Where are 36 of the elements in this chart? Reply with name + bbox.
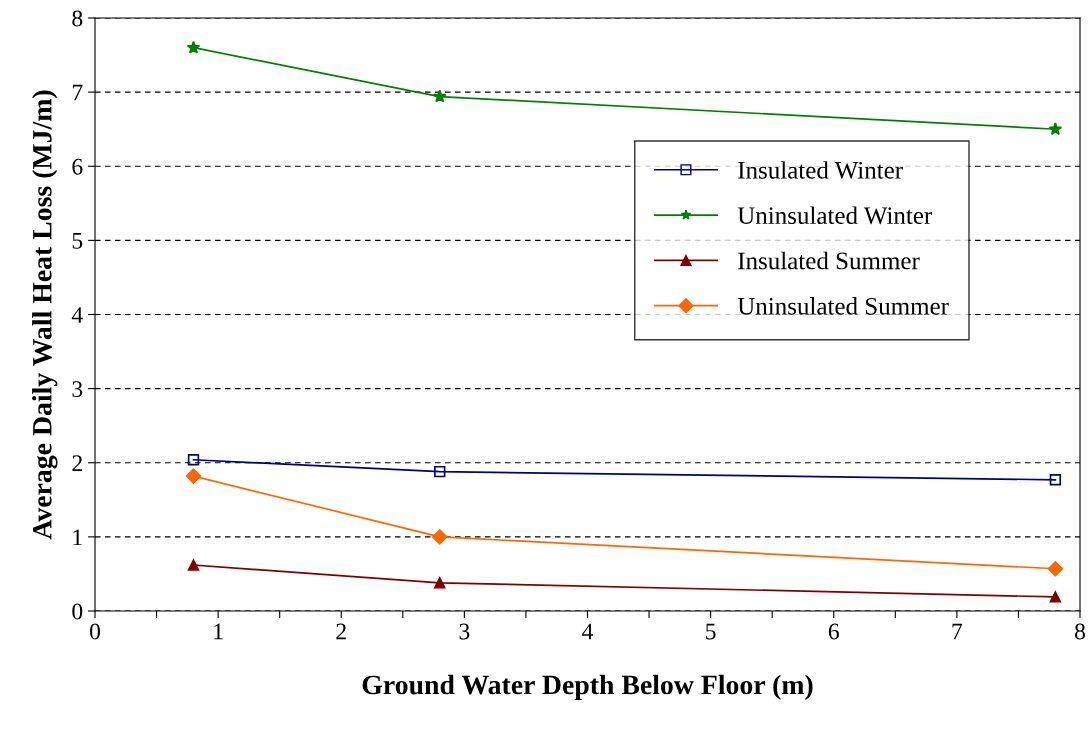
y-tick-label: 1 (73, 529, 82, 546)
y-tick-label: 7 (72, 84, 83, 101)
x-tick-label: 8 (1075, 623, 1085, 640)
point (186, 40, 201, 54)
x-tick-label: 0 (90, 623, 100, 640)
y-tick-label: 5 (72, 233, 83, 249)
point (187, 454, 200, 466)
x-axis-title: Ground Water Depth Below Floor (m) (362, 674, 813, 700)
point (1048, 122, 1063, 136)
point (1049, 474, 1062, 486)
y-tick-label: 2 (72, 455, 82, 471)
point (1049, 591, 1062, 603)
legend-label: Uninsulated Summer (737, 297, 949, 315)
x-tick-label: 6 (828, 623, 839, 640)
x-tick-label: 5 (706, 623, 716, 640)
y-tick-label: 8 (72, 10, 83, 27)
point (1047, 561, 1064, 577)
y-tick-label: 0 (72, 603, 83, 620)
y-tick-label: 6 (72, 158, 83, 175)
y-tick-label: 3 (72, 381, 83, 398)
x-tick-label: 2 (336, 623, 346, 640)
point (185, 468, 202, 484)
y-tick-label: 4 (71, 307, 83, 323)
legend-label: Uninsulated Winter (737, 206, 933, 225)
y-axis-title: Average Daily Wall Heat Loss (MJ/m) (32, 90, 58, 540)
point (434, 465, 446, 478)
legend-label: Insulated Winter (738, 161, 903, 179)
x-tick-label: 3 (459, 623, 470, 640)
point (434, 577, 446, 589)
x-tick-label: 4 (582, 623, 594, 640)
x-tick-label: 7 (952, 623, 963, 640)
x-tick-label: 1 (214, 623, 223, 640)
point (432, 89, 447, 103)
legend-label: Insulated Summer (738, 251, 920, 270)
point (432, 529, 448, 545)
point (187, 559, 200, 571)
